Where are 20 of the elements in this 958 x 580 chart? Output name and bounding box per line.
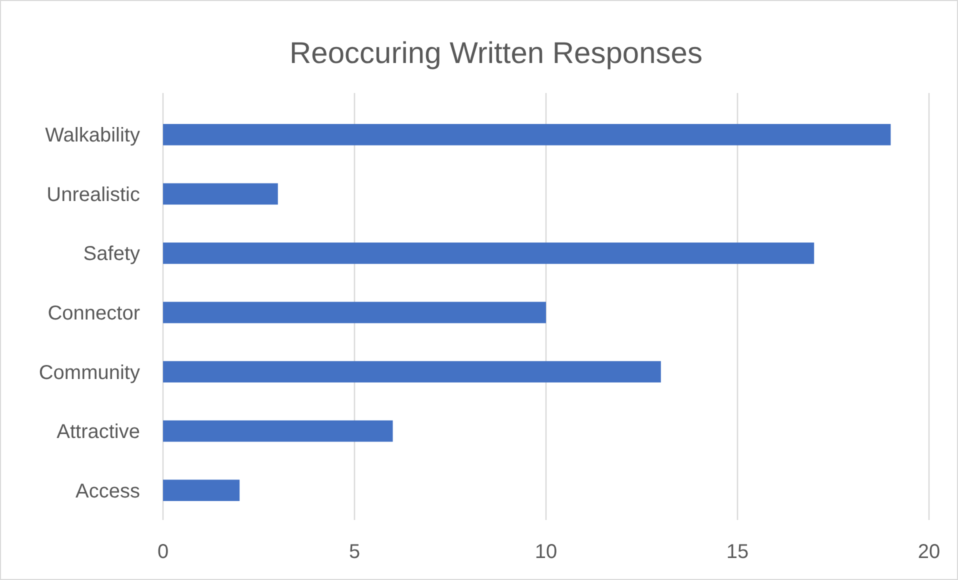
bar [163, 420, 393, 442]
y-tick-label: Safety [83, 243, 140, 266]
bar [163, 124, 891, 146]
y-tick-label: Unrealistic [46, 184, 140, 206]
x-tick-label: 20 [918, 541, 940, 563]
bar [163, 480, 240, 502]
x-tick-label: 0 [157, 541, 169, 563]
x-tick-label: 5 [348, 541, 360, 563]
bar [163, 242, 814, 264]
x-tick-label: 10 [534, 541, 558, 563]
y-tick-label: Community [38, 362, 140, 384]
bar [163, 183, 278, 205]
y-tick-label: Access [76, 480, 140, 502]
y-tick-label: Connector [48, 302, 140, 324]
bar [163, 361, 661, 382]
x-tick-label: 15 [726, 541, 749, 563]
chart-title: Reoccuring Written Responses [290, 37, 702, 70]
y-tick-label: Walkability [45, 124, 140, 147]
y-tick-label: Attractive [56, 421, 140, 444]
bar [163, 302, 546, 324]
